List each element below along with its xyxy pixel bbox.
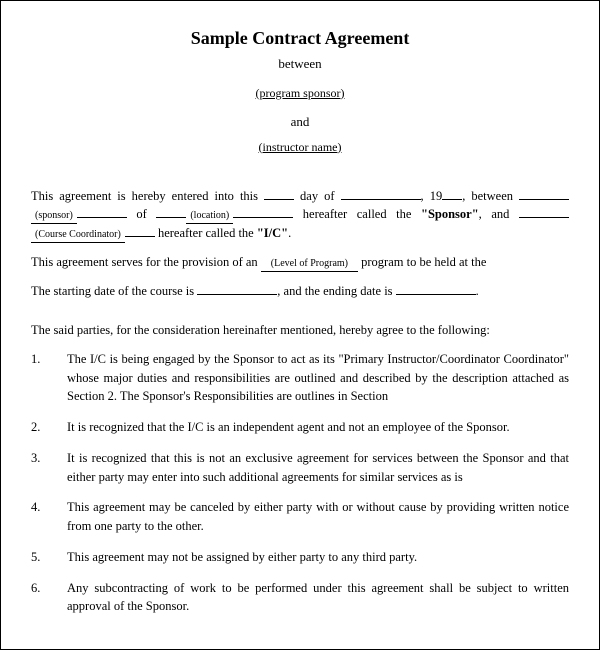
clause-number: 5.: [31, 548, 67, 567]
hint-location: (location): [186, 208, 233, 224]
blank-coord-post: [125, 236, 155, 237]
hint-level: (Level of Program): [261, 256, 358, 272]
intro-paragraph: This agreement is hereby entered into th…: [31, 187, 569, 244]
blank-sponsor-pre: [519, 199, 569, 200]
instructor-placeholder-line: (instructor name): [31, 138, 569, 157]
sponsor-placeholder: (program sponsor): [256, 86, 345, 100]
ic-bold: "I/C": [257, 226, 288, 240]
consideration-line: The said parties, for the consideration …: [31, 321, 569, 340]
blank-loc-pre: [156, 217, 186, 218]
intro-hereafter-ic: hereafter called the: [155, 226, 257, 240]
dates-paragraph: The starting date of the course is , and…: [31, 282, 569, 301]
clause-item: 2.It is recognized that the I/C is an in…: [31, 418, 569, 437]
clause-item: 3.It is recognized that this is not an e…: [31, 449, 569, 487]
clause-text: This agreement may be canceled by either…: [67, 498, 569, 536]
intro-between: , between: [462, 189, 513, 203]
clause-number: 2.: [31, 418, 67, 437]
clause-item: 5.This agreement may not be assigned by …: [31, 548, 569, 567]
dates-mid: , and the ending date is: [277, 284, 395, 298]
intro-year-prefix: , 19: [421, 189, 443, 203]
blank-end-date: [396, 294, 476, 295]
intro-pre: This agreement is hereby entered into th…: [31, 189, 264, 203]
clause-list: 1.The I/C is being engaged by the Sponso…: [31, 350, 569, 616]
hint-sponsor: (sponsor): [31, 208, 77, 224]
clause-text: It is recognized that the I/C is an inde…: [67, 418, 569, 437]
clause-item: 6.Any subcontracting of work to be perfo…: [31, 579, 569, 617]
clause-number: 1.: [31, 350, 67, 406]
provision-post: program to be held at the: [358, 255, 486, 269]
dates-post: .: [476, 284, 479, 298]
clause-number: 6.: [31, 579, 67, 617]
blank-day: [264, 199, 294, 200]
sponsor-bold: "Sponsor": [421, 207, 479, 221]
sponsor-placeholder-line: (program sponsor): [31, 84, 569, 103]
doc-title: Sample Contract Agreement: [31, 25, 569, 52]
blank-year: [442, 199, 462, 200]
intro-and: , and: [479, 207, 519, 221]
intro-of: of: [127, 207, 157, 221]
dates-pre: The starting date of the course is: [31, 284, 197, 298]
clause-item: 1.The I/C is being engaged by the Sponso…: [31, 350, 569, 406]
blank-sponsor-post: [77, 217, 127, 218]
clause-number: 3.: [31, 449, 67, 487]
clause-text: It is recognized that this is not an exc…: [67, 449, 569, 487]
provision-paragraph: This agreement serves for the provision …: [31, 253, 569, 272]
provision-pre: This agreement serves for the provision …: [31, 255, 261, 269]
clause-item: 4.This agreement may be canceled by eith…: [31, 498, 569, 536]
clause-text: Any subcontracting of work to be perform…: [67, 579, 569, 617]
blank-start-date: [197, 294, 277, 295]
intro-dayof: day of: [294, 189, 341, 203]
instructor-placeholder: (instructor name): [259, 140, 342, 154]
blank-loc-post: [233, 217, 293, 218]
intro-hereafter-sponsor: hereafter called the: [293, 207, 421, 221]
doc-between: between: [31, 54, 569, 74]
hint-coordinator: (Course Coordinator): [31, 227, 125, 243]
blank-coord-pre: [519, 217, 569, 218]
clause-number: 4.: [31, 498, 67, 536]
intro-period: .: [288, 226, 291, 240]
clause-text: The I/C is being engaged by the Sponsor …: [67, 350, 569, 406]
doc-and: and: [31, 112, 569, 132]
clause-text: This agreement may not be assigned by ei…: [67, 548, 569, 567]
blank-month: [341, 199, 421, 200]
